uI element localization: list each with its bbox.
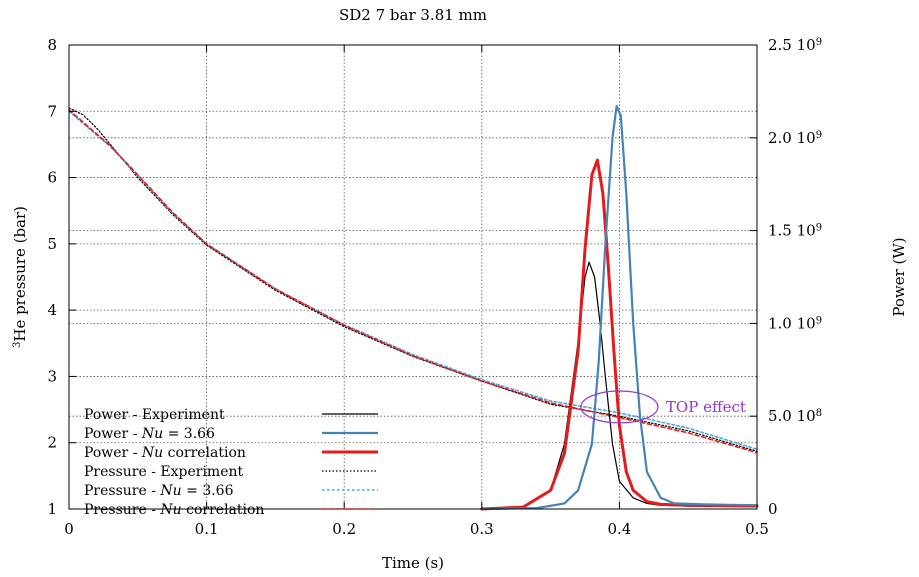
right-y-tick-mantissa: 2.5 10: [768, 36, 816, 54]
series-line-4: [68, 110, 758, 451]
right-y-tick-exponent: 9: [816, 129, 822, 140]
x-tick-label: 0.1: [195, 520, 219, 538]
left-y-tick-label: 2: [47, 434, 57, 452]
legend-label: Pressure - Nu = 3.66: [84, 483, 234, 499]
chart-title: SD2 7 bar 3.81 mm: [339, 6, 487, 24]
x-tick-label: 0.3: [470, 520, 494, 538]
right-y-tick-label: 0: [768, 500, 778, 518]
right-y-tick-label: 1.0 109: [768, 314, 822, 332]
right-y-tick-exponent: 9: [816, 315, 822, 326]
x-tick-label: 0.2: [332, 520, 356, 538]
legend-label-suffix: correlation: [182, 502, 265, 518]
legend-label-prefix: Power - Experiment: [84, 407, 225, 423]
right-y-tick-label: 2.0 109: [768, 129, 822, 147]
annotation: TOP effect: [580, 390, 746, 424]
annotation-label: TOP effect: [666, 398, 746, 416]
x-axis-label: Time (s): [382, 554, 444, 572]
legend-label: Power - Nu correlation: [84, 445, 246, 461]
grid: [69, 45, 757, 509]
legend-label-italic: Nu: [159, 502, 181, 518]
right-y-tick-mantissa: 1.0 10: [768, 314, 816, 332]
plot-frame: [68, 44, 758, 510]
left-y-tick-label: 8: [47, 36, 57, 54]
series-line-5: [68, 109, 758, 454]
legend-label-prefix: Pressure -: [84, 483, 160, 499]
legend-label-prefix: Power -: [84, 426, 142, 442]
legend-label-prefix: Pressure - Experiment: [84, 464, 244, 480]
legend-label: Power - Experiment: [84, 407, 225, 423]
left-y-tick-label: 7: [47, 102, 57, 120]
legend-label-suffix: = 3.66: [163, 426, 215, 442]
right-y-tick-mantissa: 2.0 10: [768, 129, 816, 147]
left-y-tick-label: 4: [47, 301, 57, 319]
series-line-1: [480, 105, 759, 511]
legend-label-prefix: Power -: [84, 445, 142, 461]
right-y-tick-label: 1.5 109: [768, 222, 822, 240]
left-y-tick-label: 6: [47, 169, 57, 187]
right-y-tick-label: 5.0 108: [768, 407, 822, 425]
legend-label-italic: Nu: [141, 445, 163, 461]
right-y-tick-mantissa: 0: [768, 500, 778, 518]
series-layer: [68, 105, 759, 511]
right-y-tick-label: 2.5 109: [768, 36, 822, 54]
legend-label: Power - Nu = 3.66: [84, 426, 215, 442]
x-tick-label: 0.5: [745, 520, 769, 538]
legend-label-italic: Nu: [141, 426, 163, 442]
right-y-tick-mantissa: 1.5 10: [768, 222, 816, 240]
right-y-tick-exponent: 9: [816, 37, 822, 48]
left-y-axis-label-sup: 3: [12, 342, 23, 348]
annotation-ellipse: [580, 390, 659, 424]
legend-label: Pressure - Nu correlation: [84, 502, 264, 518]
x-tick-label: 0: [64, 520, 74, 538]
legend-label-italic: Nu: [159, 483, 181, 499]
right-y-tick-exponent: 9: [816, 222, 822, 233]
right-y-tick-mantissa: 5.0 10: [768, 407, 816, 425]
right-y-tick-exponent: 8: [816, 408, 822, 419]
legend-label: Pressure - Experiment: [84, 464, 244, 480]
left-y-tick-label: 3: [47, 367, 57, 385]
left-y-axis-label-text: He pressure (bar): [11, 206, 29, 342]
legend-label-suffix: = 3.66: [182, 483, 234, 499]
series-line-2: [480, 158, 759, 511]
legend-label-suffix: correlation: [163, 445, 246, 461]
left-y-tick-label: 5: [47, 235, 57, 253]
legend-label-prefix: Pressure -: [84, 502, 160, 518]
left-y-tick-label: 1: [47, 500, 57, 518]
left-y-axis-label: 3He pressure (bar): [11, 206, 29, 348]
right-y-axis-label: Power (W): [890, 237, 908, 316]
x-tick-label: 0.4: [607, 520, 631, 538]
